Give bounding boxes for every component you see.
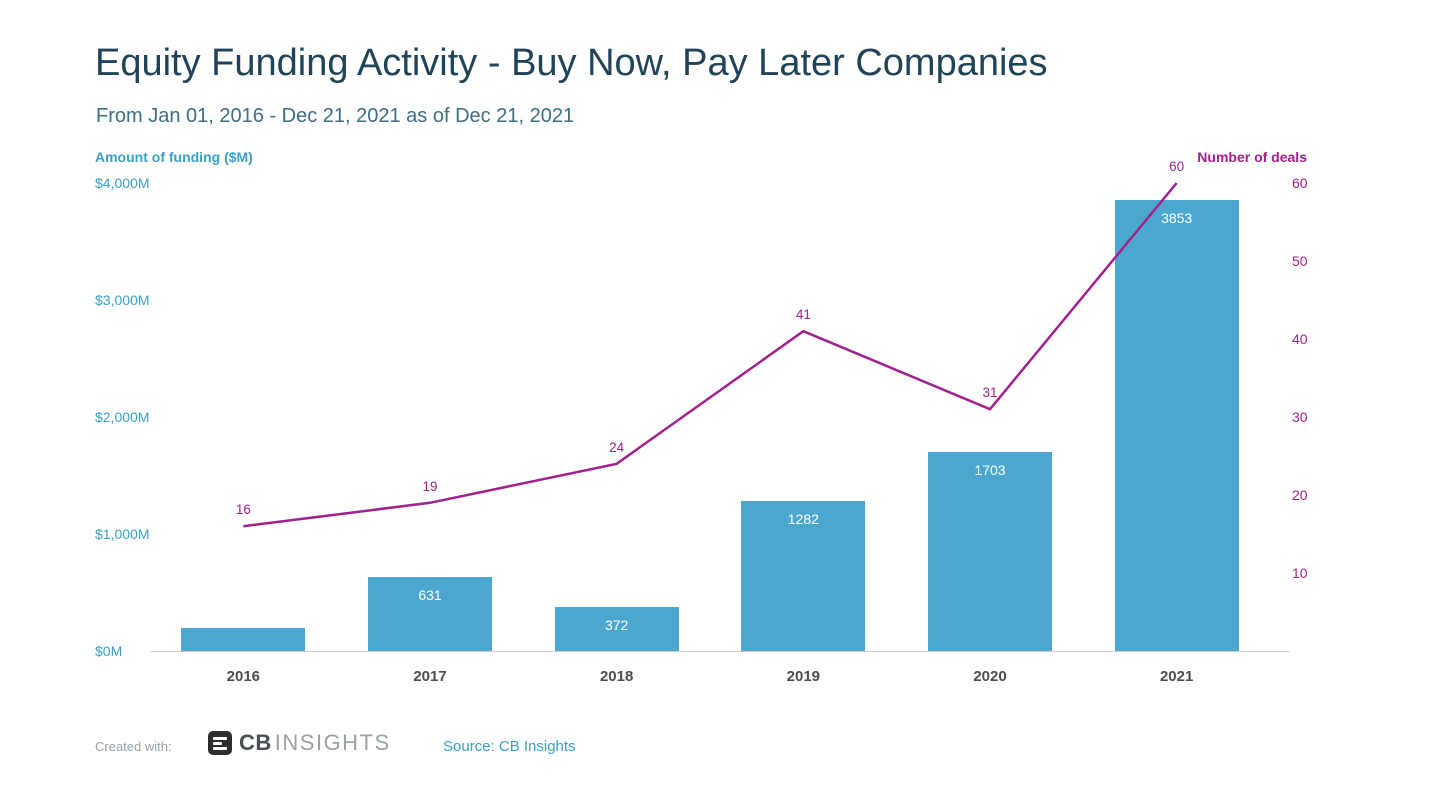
line-point-label: 16 (235, 502, 251, 518)
x-axis-label: 2019 (786, 668, 821, 685)
bar-value-label: 3853 (1161, 210, 1193, 227)
bar-2021 (1114, 200, 1239, 651)
cbinsights-logo: CB INSIGHTS (208, 730, 391, 756)
left-axis-tick: $2,000M (95, 409, 150, 425)
bar-value-label: 372 (604, 617, 629, 634)
left-axis-tick: $4,000M (95, 175, 150, 191)
bar-2018 (554, 607, 679, 651)
left-axis-tick: $1,000M (95, 526, 150, 542)
line-point-label: 41 (795, 307, 811, 323)
bar-2020 (928, 451, 1052, 651)
left-axis-tick: $3,000M (95, 292, 150, 308)
bar-2017 (368, 577, 492, 651)
source-link[interactable]: Source: CB Insights (443, 738, 576, 755)
right-axis-tick: 10 (1292, 565, 1308, 581)
right-axis-title: Number of deals (1197, 149, 1307, 165)
logo-insights-text: INSIGHTS (274, 730, 391, 755)
x-axis-label: 2018 (599, 668, 634, 685)
right-axis-tick: 60 (1292, 175, 1308, 191)
cbinsights-logo-icon (208, 731, 232, 755)
page-title: Equity Funding Activity - Buy Now, Pay L… (95, 42, 1048, 84)
line-point-label: 60 (1169, 159, 1185, 174)
x-axis-label: 2020 (973, 668, 1007, 685)
right-axis-tick: 20 (1292, 487, 1308, 503)
line-point-label: 24 (609, 439, 625, 455)
right-axis-tick: 50 (1292, 253, 1308, 269)
line-point-label: 19 (422, 478, 438, 494)
bar-value-label: 1703 (974, 461, 1006, 478)
right-axis-tick: 30 (1292, 409, 1308, 425)
right-axis-tick: 40 (1292, 331, 1308, 347)
bar-2016 (181, 627, 306, 651)
bar-value-label: 1282 (787, 511, 819, 527)
x-axis-label: 2021 (1159, 668, 1194, 685)
logo-cb-text: CB (239, 730, 272, 755)
line-point-label: 31 (982, 385, 998, 401)
page-subtitle: From Jan 01, 2016 - Dec 21, 2021 as of D… (96, 105, 575, 127)
created-with-label: Created with: (95, 739, 172, 754)
bar-value-label: 631 (418, 587, 442, 604)
left-axis-tick: $0M (95, 643, 123, 659)
x-axis-label: 2017 (413, 668, 447, 685)
x-axis-label: 2016 (226, 668, 261, 685)
x-axis-line (150, 651, 1290, 652)
left-axis-title: Amount of funding ($M) (95, 149, 253, 165)
